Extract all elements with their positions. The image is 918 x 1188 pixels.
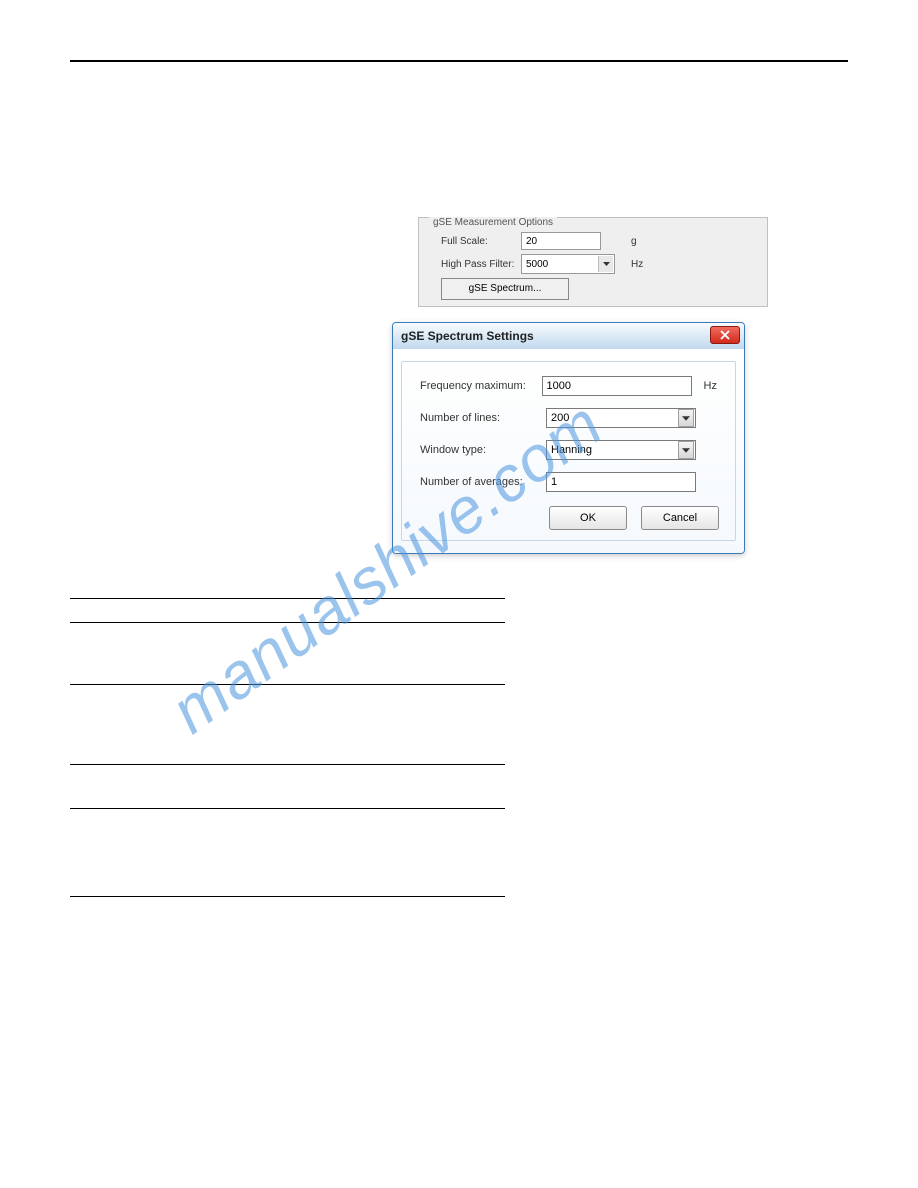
num-lines-row: Number of lines: 200 [420,408,717,428]
table-cell [250,599,505,623]
close-button[interactable] [710,326,740,344]
ok-button[interactable]: OK [549,506,627,530]
table-cell [70,599,250,623]
hpf-label: High Pass Filter: [441,259,521,270]
freq-max-label: Frequency maximum: [420,380,542,392]
table-cell [250,623,505,685]
hpf-select[interactable]: 5000 [521,254,615,274]
full-scale-input[interactable] [521,232,601,250]
table-row [70,685,505,765]
top-divider [70,60,848,62]
freq-max-row: Frequency maximum: Hz [420,376,717,396]
full-scale-unit: g [631,236,637,247]
hpf-unit: Hz [631,259,643,270]
full-scale-row: Full Scale: g [441,232,637,250]
table-cell [250,809,505,897]
high-pass-filter-row: High Pass Filter: 5000 Hz [441,254,643,274]
gse-options-panel: gSE Measurement Options Full Scale: g Hi… [418,217,768,307]
table-cell [250,685,505,765]
window-type-label: Window type: [420,444,546,456]
chevron-down-icon [678,441,694,459]
table-cell [70,685,250,765]
table-row [70,765,505,809]
dialog-title-text: gSE Spectrum Settings [401,329,534,343]
num-lines-label: Number of lines: [420,412,546,424]
table-row [70,809,505,897]
table-cell [70,765,250,809]
table-row [70,599,505,623]
num-averages-input[interactable] [546,472,696,492]
table-row [70,623,505,685]
full-scale-label: Full Scale: [441,236,521,247]
window-type-row: Window type: Hanning [420,440,717,460]
window-type-select[interactable]: Hanning [546,440,696,460]
table-cell [70,623,250,685]
parameter-table [70,598,505,897]
gse-spectrum-button[interactable]: gSE Spectrum... [441,278,569,300]
table-cell [250,765,505,809]
dialog-titlebar: gSE Spectrum Settings [393,323,744,349]
num-averages-label: Number of averages: [420,476,546,488]
window-type-value: Hanning [551,444,592,456]
chevron-down-icon [678,409,694,427]
freq-max-unit: Hz [704,380,717,392]
chevron-down-icon [598,256,613,272]
gse-spectrum-dialog: gSE Spectrum Settings Frequency maximum:… [392,322,745,554]
dialog-button-row: OK Cancel [549,506,719,530]
table-cell [70,809,250,897]
cancel-button[interactable]: Cancel [641,506,719,530]
num-lines-select[interactable]: 200 [546,408,696,428]
gse-options-legend: gSE Measurement Options [429,217,557,228]
close-icon [720,330,730,340]
dialog-inner: Frequency maximum: Hz Number of lines: 2… [401,361,736,541]
freq-max-input[interactable] [542,376,692,396]
hpf-value: 5000 [526,259,548,270]
dialog-body: Frequency maximum: Hz Number of lines: 2… [393,349,744,553]
num-averages-row: Number of averages: [420,472,717,492]
num-lines-value: 200 [551,412,569,424]
